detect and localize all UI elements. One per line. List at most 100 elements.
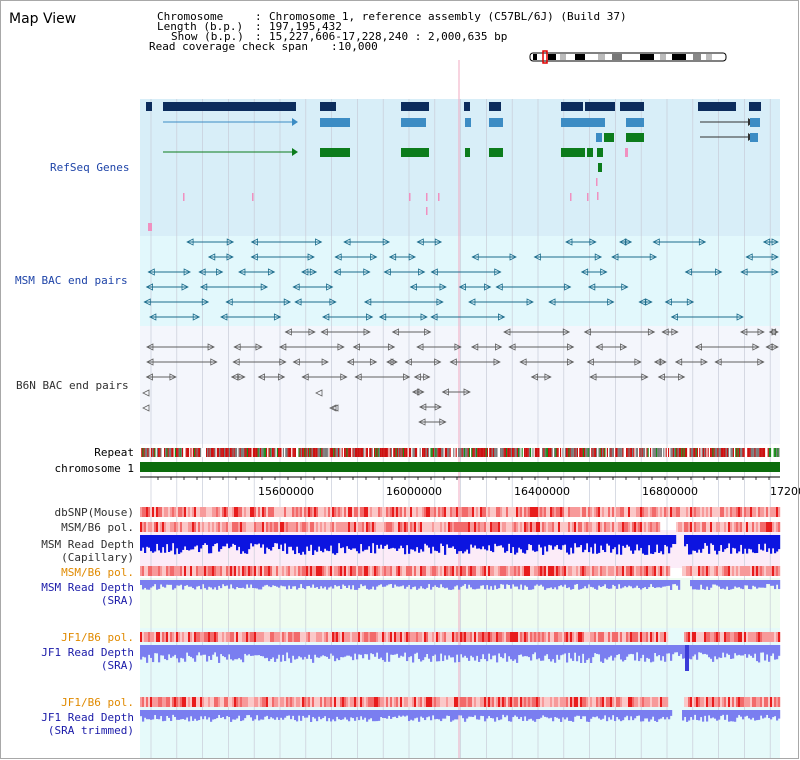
b6n-bac-end[interactable] — [142, 389, 150, 397]
b6n-bac-pair-end[interactable] — [404, 358, 412, 366]
b6n-bac-pair-end[interactable] — [386, 358, 394, 366]
msm-bac-pair-end[interactable] — [409, 283, 417, 291]
b6n-bac-pair-end[interactable] — [346, 358, 354, 366]
b6n-bac-pair-end[interactable] — [595, 343, 603, 351]
b6n-bac-pair-end[interactable] — [352, 343, 360, 351]
refseq-gene[interactable] — [489, 148, 503, 157]
b6n-bac-pair-end[interactable] — [320, 328, 328, 336]
b6n-bac-pair-end[interactable] — [417, 388, 425, 396]
b6n-bac-pair-end[interactable] — [284, 328, 292, 336]
b6n-bac-pair-end[interactable] — [694, 343, 702, 351]
msm-bac-pair-end[interactable] — [149, 313, 157, 321]
msm-bac-pair-end[interactable] — [533, 253, 541, 261]
msm-bac-pair-end[interactable] — [686, 298, 695, 306]
msm-bac-pair-end[interactable] — [580, 268, 589, 276]
refseq-gene[interactable] — [587, 148, 593, 157]
b6n-bac-pair-end[interactable] — [434, 358, 442, 366]
msm-bac-pair-end[interactable] — [565, 238, 573, 246]
b6n-bac-pair-end[interactable] — [424, 328, 432, 336]
refseq-gene[interactable] — [320, 148, 350, 157]
b6n-bac-pair-end[interactable] — [337, 343, 345, 351]
b6n-bac-pair-end[interactable] — [657, 373, 665, 381]
msm-bac-pair-end[interactable] — [143, 298, 151, 306]
refseq-gene[interactable] — [598, 163, 602, 172]
msm-bac-pair-end[interactable] — [436, 298, 444, 306]
track-label-repeat[interactable]: Repeat — [94, 446, 134, 459]
msm-bac-pair-end[interactable] — [307, 253, 315, 261]
b6n-bac-pair-end[interactable] — [519, 358, 527, 366]
refseq-gene[interactable] — [626, 118, 644, 127]
track-label-b6n-bac[interactable]: B6N BAC end pairs — [16, 379, 129, 392]
b6n-bac-pair-end[interactable] — [589, 373, 597, 381]
b6n-bac-pair-end[interactable] — [232, 358, 240, 366]
track-label-msm-sra-1[interactable]: MSM Read Depth — [41, 581, 134, 594]
msm-bac-pair-end[interactable] — [408, 253, 417, 261]
msm-bac-pair-end[interactable] — [509, 253, 517, 261]
msm-bac-pair-end[interactable] — [363, 268, 371, 276]
track-label-dbsnp[interactable]: dbSNP(Mouse) — [54, 506, 134, 519]
msm-bac-pair-end[interactable] — [771, 238, 779, 246]
b6n-bac-pair-end[interactable] — [659, 358, 667, 366]
b6n-bac-pair-end[interactable] — [292, 358, 300, 366]
b6n-bac-end[interactable] — [315, 389, 323, 397]
msm-bac-pair-end[interactable] — [201, 298, 210, 306]
track-label-jf1-pol[interactable]: JF1/B6 pol. — [61, 631, 134, 644]
msm-bac-pair-end[interactable] — [684, 268, 692, 276]
refseq-gene[interactable] — [626, 133, 644, 142]
b6n-bac-pair-end[interactable] — [207, 343, 215, 351]
refseq-gene[interactable] — [698, 102, 736, 111]
refseq-gene[interactable] — [561, 118, 585, 127]
b6n-bac-pair-end[interactable] — [321, 358, 329, 366]
msm-bac-pair-end[interactable] — [301, 268, 309, 276]
b6n-bac-pair-end[interactable] — [369, 358, 378, 366]
msm-bac-pair-end[interactable] — [147, 268, 155, 276]
msm-bac-pair-end[interactable] — [326, 283, 334, 291]
msm-bac-pair-end[interactable] — [430, 268, 438, 276]
msm-bac-pair-end[interactable] — [267, 268, 276, 276]
track-label-jf1-sra-1[interactable]: JF1 Read Depth — [41, 646, 134, 659]
b6n-bac-pair-end[interactable] — [434, 403, 442, 411]
track-label-refseq[interactable]: RefSeq Genes — [50, 161, 130, 174]
msm-bac-pair-end[interactable] — [416, 238, 424, 246]
refseq-gene[interactable] — [320, 118, 350, 127]
track-label-msm-bac[interactable]: MSM BAC end pairs — [15, 274, 128, 287]
msm-bac-pair-end[interactable] — [216, 268, 224, 276]
track-label-msm-pol[interactable]: MSM/B6 pol. — [61, 521, 134, 534]
b6n-bac-pair-end[interactable] — [363, 328, 371, 336]
msm-bac-pair-end[interactable] — [468, 298, 476, 306]
msm-bac-pair-end[interactable] — [771, 268, 779, 276]
b6n-bac-pair-end[interactable] — [470, 343, 479, 351]
msm-bac-pair-end[interactable] — [309, 268, 318, 276]
refseq-gene[interactable] — [596, 133, 602, 142]
b6n-bac-pair-end[interactable] — [411, 388, 420, 396]
msm-bac-pair-end[interactable] — [192, 313, 201, 321]
msm-bac-pair-end[interactable] — [370, 253, 378, 261]
b6n-bac-pair-end[interactable] — [771, 328, 779, 336]
b6n-bac-pair-end[interactable] — [145, 373, 153, 381]
msm-bac-pair-end[interactable] — [343, 238, 351, 246]
msm-bac-pair-end[interactable] — [471, 253, 479, 261]
msm-bac-pair-end[interactable] — [383, 268, 391, 276]
msm-bac-pair-end[interactable] — [321, 313, 330, 321]
msm-bac-pair-end[interactable] — [589, 238, 597, 246]
msm-bac-pair-end[interactable] — [484, 283, 492, 291]
msm-bac-pair-end[interactable] — [225, 298, 233, 306]
refseq-gene[interactable] — [585, 102, 615, 111]
msm-bac-pair-end[interactable] — [250, 253, 258, 261]
msm-bac-pair-end[interactable] — [621, 283, 629, 291]
b6n-bac-pair-end[interactable] — [653, 358, 662, 366]
msm-bac-pair-end[interactable] — [645, 298, 653, 306]
msm-bac-pair-end[interactable] — [418, 268, 426, 276]
b6n-bac-pair-end[interactable] — [418, 418, 426, 426]
track-label-jf1-tr-1[interactable]: JF1 Read Depth — [41, 711, 134, 724]
b6n-bac-pair-end[interactable] — [340, 373, 348, 381]
b6n-bac-pair-end[interactable] — [454, 343, 462, 351]
track-label-msm-cap-1[interactable]: MSM Read Depth — [41, 538, 134, 551]
msm-bac-pair-end[interactable] — [594, 253, 603, 261]
msm-bac-pair-end[interactable] — [736, 313, 744, 321]
msm-bac-pair-end[interactable] — [363, 298, 372, 306]
track-label-msm-pol2[interactable]: MSM/B6 pol. — [61, 566, 134, 579]
b6n-bac-pair-end[interactable] — [586, 358, 594, 366]
msm-bac-pair-end[interactable] — [434, 238, 443, 246]
refseq-gene[interactable] — [163, 102, 296, 111]
